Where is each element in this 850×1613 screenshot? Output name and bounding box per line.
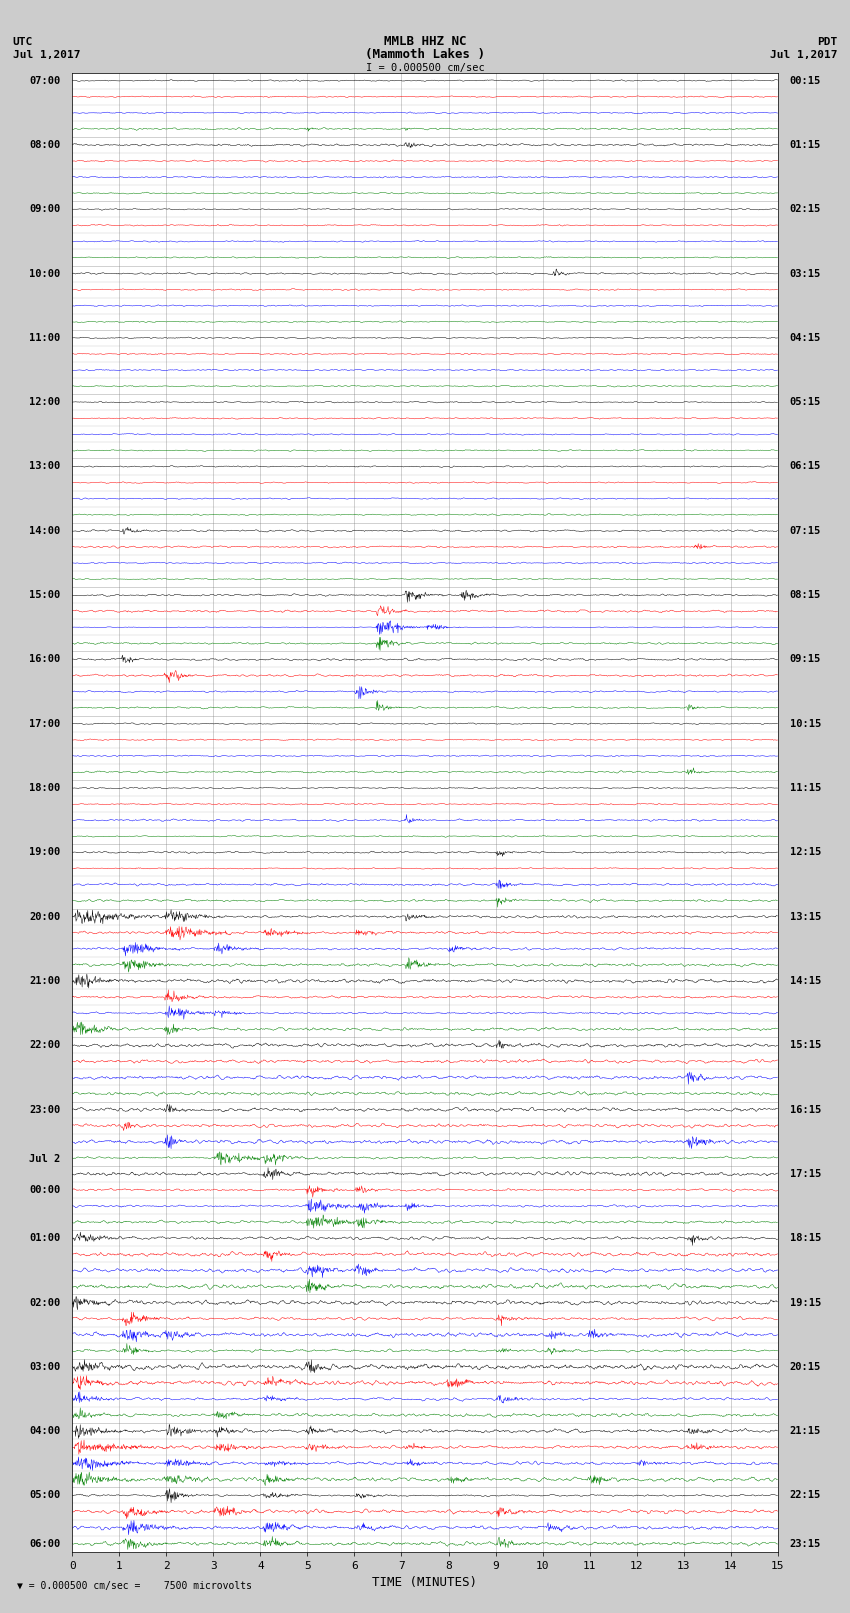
- Text: 17:15: 17:15: [790, 1169, 821, 1179]
- X-axis label: TIME (MINUTES): TIME (MINUTES): [372, 1576, 478, 1589]
- Text: 00:00: 00:00: [29, 1186, 60, 1195]
- Text: Jul 2: Jul 2: [29, 1155, 60, 1165]
- Text: 03:00: 03:00: [29, 1361, 60, 1371]
- Text: 01:15: 01:15: [790, 140, 821, 150]
- Text: 16:15: 16:15: [790, 1105, 821, 1115]
- Text: 05:15: 05:15: [790, 397, 821, 406]
- Text: 02:15: 02:15: [790, 205, 821, 215]
- Text: 12:00: 12:00: [29, 397, 60, 406]
- Text: 08:00: 08:00: [29, 140, 60, 150]
- Text: 06:15: 06:15: [790, 461, 821, 471]
- Text: 19:00: 19:00: [29, 847, 60, 858]
- Text: 13:00: 13:00: [29, 461, 60, 471]
- Text: 19:15: 19:15: [790, 1297, 821, 1308]
- Text: 22:00: 22:00: [29, 1040, 60, 1050]
- Text: 10:00: 10:00: [29, 268, 60, 279]
- Text: 13:15: 13:15: [790, 911, 821, 921]
- Text: 07:00: 07:00: [29, 76, 60, 85]
- Text: (Mammoth Lakes ): (Mammoth Lakes ): [365, 48, 485, 61]
- Text: 16:00: 16:00: [29, 655, 60, 665]
- Text: Jul 1,2017: Jul 1,2017: [13, 50, 80, 60]
- Text: 09:00: 09:00: [29, 205, 60, 215]
- Text: MMLB HHZ NC: MMLB HHZ NC: [383, 35, 467, 48]
- Text: 04:00: 04:00: [29, 1426, 60, 1436]
- Text: 20:00: 20:00: [29, 911, 60, 921]
- Text: 14:00: 14:00: [29, 526, 60, 536]
- Text: 23:15: 23:15: [790, 1539, 821, 1548]
- Text: 14:15: 14:15: [790, 976, 821, 986]
- Text: 23:00: 23:00: [29, 1105, 60, 1115]
- Text: 15:15: 15:15: [790, 1040, 821, 1050]
- Text: 21:00: 21:00: [29, 976, 60, 986]
- Text: UTC: UTC: [13, 37, 33, 47]
- Text: 17:00: 17:00: [29, 719, 60, 729]
- Text: 09:15: 09:15: [790, 655, 821, 665]
- Text: 12:15: 12:15: [790, 847, 821, 858]
- Text: 11:00: 11:00: [29, 332, 60, 344]
- Text: 05:00: 05:00: [29, 1490, 60, 1500]
- Text: 10:15: 10:15: [790, 719, 821, 729]
- Text: Jul 1,2017: Jul 1,2017: [770, 50, 837, 60]
- Text: 18:00: 18:00: [29, 782, 60, 794]
- Text: 18:15: 18:15: [790, 1234, 821, 1244]
- Text: 20:15: 20:15: [790, 1361, 821, 1371]
- Text: 03:15: 03:15: [790, 268, 821, 279]
- Text: 11:15: 11:15: [790, 782, 821, 794]
- Text: 21:15: 21:15: [790, 1426, 821, 1436]
- Text: 22:15: 22:15: [790, 1490, 821, 1500]
- Text: 08:15: 08:15: [790, 590, 821, 600]
- Text: 02:00: 02:00: [29, 1297, 60, 1308]
- Text: 06:00: 06:00: [29, 1539, 60, 1548]
- Text: 07:15: 07:15: [790, 526, 821, 536]
- Text: I = 0.000500 cm/sec: I = 0.000500 cm/sec: [366, 63, 484, 73]
- Text: PDT: PDT: [817, 37, 837, 47]
- Text: 15:00: 15:00: [29, 590, 60, 600]
- Text: 01:00: 01:00: [29, 1234, 60, 1244]
- Text: 00:15: 00:15: [790, 76, 821, 85]
- Text: ▼ = 0.000500 cm/sec =    7500 microvolts: ▼ = 0.000500 cm/sec = 7500 microvolts: [17, 1581, 252, 1590]
- Text: 04:15: 04:15: [790, 332, 821, 344]
